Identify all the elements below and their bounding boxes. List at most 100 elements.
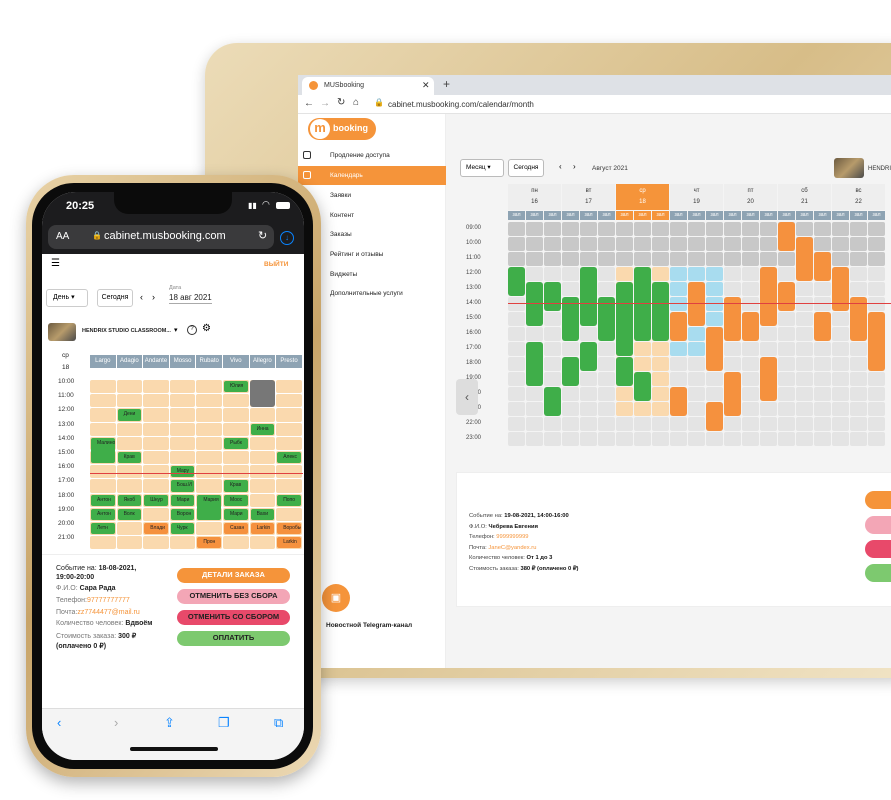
booking-block[interactable]: Моос (224, 494, 248, 506)
time-slot[interactable] (276, 422, 302, 436)
time-slot[interactable] (688, 222, 705, 236)
time-slot[interactable] (724, 267, 741, 281)
time-slot[interactable] (850, 432, 867, 446)
time-slot[interactable] (169, 394, 196, 408)
time-slot[interactable] (688, 252, 705, 266)
time-slot[interactable] (832, 327, 849, 341)
time-slot[interactable] (90, 479, 116, 493)
hall-label[interactable]: зал (796, 211, 813, 220)
time-slot[interactable] (868, 267, 885, 281)
time-slot[interactable] (116, 422, 143, 436)
time-slot[interactable] (508, 387, 525, 401)
time-slot[interactable] (544, 312, 561, 326)
time-slot[interactable] (143, 408, 169, 422)
time-slot[interactable] (724, 282, 741, 296)
time-slot[interactable] (724, 252, 741, 266)
time-slot[interactable] (688, 372, 705, 386)
booking-block[interactable] (706, 402, 723, 431)
booking-block[interactable]: Larkin (277, 537, 301, 549)
time-slot[interactable] (616, 432, 633, 446)
booking-block[interactable]: Антон (91, 494, 115, 506)
time-slot[interactable] (814, 282, 831, 296)
gear-icon[interactable]: ⚙ (202, 323, 211, 334)
phone-url[interactable]: cabinet.musbooking.com (104, 230, 226, 242)
next-icon[interactable]: › (573, 162, 576, 171)
booking-block[interactable]: Крав (117, 452, 142, 464)
time-slot[interactable] (249, 436, 276, 450)
time-slot[interactable] (580, 372, 597, 386)
time-slot[interactable] (169, 422, 196, 436)
hall-label[interactable]: зал (814, 211, 831, 220)
time-slot[interactable] (832, 312, 849, 326)
time-slot[interactable] (832, 432, 849, 446)
time-slot[interactable] (526, 222, 543, 236)
time-slot[interactable] (670, 222, 687, 236)
sidebar-item-widgets[interactable]: Виджеты (330, 271, 358, 278)
time-slot[interactable] (276, 394, 302, 408)
time-slot[interactable] (90, 465, 116, 479)
time-slot[interactable] (598, 417, 615, 431)
time-slot[interactable] (598, 372, 615, 386)
time-slot[interactable] (580, 402, 597, 416)
time-slot[interactable] (652, 432, 669, 446)
time-slot[interactable] (850, 387, 867, 401)
selected-slot[interactable] (249, 380, 276, 408)
time-slot[interactable] (742, 417, 759, 431)
time-slot[interactable] (196, 479, 222, 493)
time-slot[interactable] (508, 417, 525, 431)
time-slot[interactable] (616, 267, 633, 281)
time-slot[interactable] (868, 387, 885, 401)
time-slot[interactable] (760, 432, 777, 446)
time-slot[interactable] (508, 327, 525, 341)
time-slot[interactable] (90, 380, 116, 394)
time-slot[interactable] (706, 222, 723, 236)
booking-block[interactable]: Волк (117, 508, 142, 520)
time-slot[interactable] (276, 408, 302, 422)
time-slot[interactable] (688, 357, 705, 371)
time-slot[interactable] (562, 417, 579, 431)
tabs-icon[interactable]: ⧉ (274, 715, 284, 730)
booking-block[interactable] (526, 282, 543, 326)
time-slot[interactable] (544, 342, 561, 356)
hall-label[interactable]: зал (688, 211, 705, 220)
menu-icon[interactable]: ☰ (51, 258, 60, 269)
time-slot[interactable] (143, 380, 169, 394)
time-slot[interactable] (814, 222, 831, 236)
time-slot[interactable] (143, 436, 169, 450)
time-slot[interactable] (832, 372, 849, 386)
time-slot[interactable] (90, 394, 116, 408)
time-slot[interactable] (832, 417, 849, 431)
booking-block[interactable]: Чурк (170, 523, 195, 535)
hall-label[interactable]: зал (742, 211, 759, 220)
time-slot[interactable] (742, 222, 759, 236)
hall-label[interactable]: зал (706, 211, 723, 220)
time-slot[interactable] (832, 402, 849, 416)
time-slot[interactable] (724, 417, 741, 431)
time-slot[interactable] (670, 372, 687, 386)
time-slot[interactable] (814, 432, 831, 446)
time-slot[interactable] (706, 297, 723, 311)
time-slot[interactable] (670, 252, 687, 266)
time-slot[interactable] (706, 282, 723, 296)
time-slot[interactable] (196, 380, 222, 394)
time-slot[interactable] (688, 342, 705, 356)
time-slot[interactable] (544, 327, 561, 341)
time-slot[interactable] (223, 394, 249, 408)
time-slot[interactable] (796, 372, 813, 386)
time-slot[interactable] (196, 408, 222, 422)
time-slot[interactable] (508, 372, 525, 386)
time-slot[interactable] (249, 493, 276, 507)
time-slot[interactable] (544, 372, 561, 386)
time-slot[interactable] (544, 222, 561, 236)
booking-block[interactable]: Летн (91, 523, 115, 535)
time-slot[interactable] (850, 267, 867, 281)
time-slot[interactable] (832, 357, 849, 371)
day-header[interactable]: ср 18 (616, 184, 669, 210)
booking-block[interactable] (724, 372, 741, 416)
time-slot[interactable] (598, 222, 615, 236)
room-header[interactable]: Vivo (223, 355, 249, 368)
time-slot[interactable] (742, 387, 759, 401)
time-slot[interactable] (223, 451, 249, 465)
time-slot[interactable] (276, 436, 302, 450)
day-header[interactable]: пт 20 (724, 184, 777, 210)
